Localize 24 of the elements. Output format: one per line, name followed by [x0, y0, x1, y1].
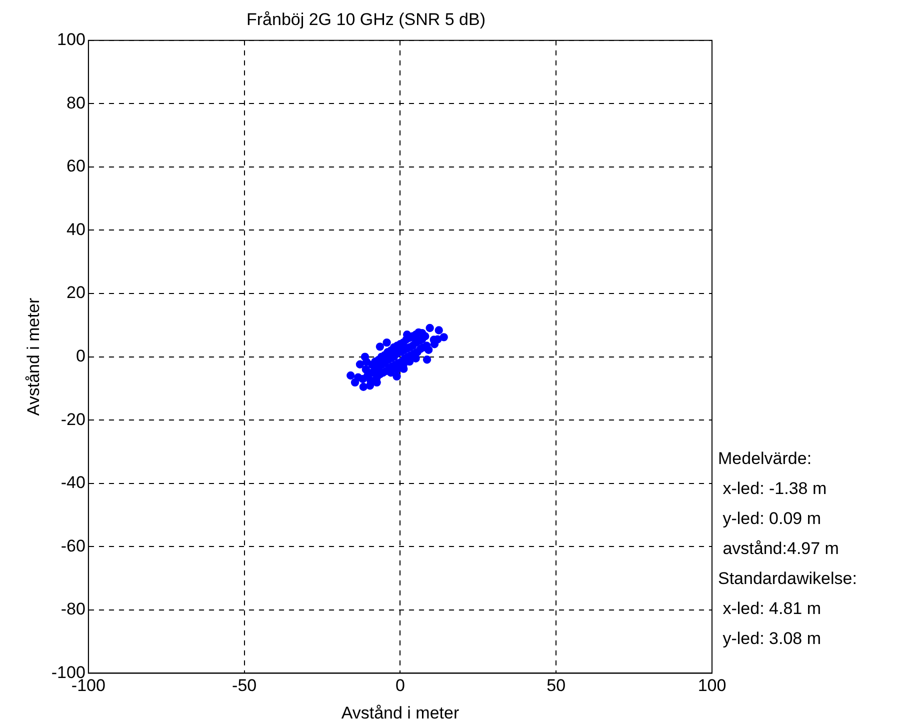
text: avstånd:4.97 m	[722, 538, 840, 560]
y-tick-label: 60	[66, 156, 86, 176]
y-tick-label: -40	[60, 473, 86, 492]
y-tick-label: 80	[66, 93, 86, 112]
y-tick-label: 100	[57, 30, 86, 50]
y-tick-label: 20	[66, 283, 86, 302]
y-tick-label: -80	[60, 600, 86, 619]
text: Medelvärde:	[718, 448, 813, 470]
x-axis-title: Avstånd i meter	[341, 703, 460, 722]
text: y-led: 3.08 m	[722, 628, 822, 650]
x-tick-label: 50	[546, 676, 566, 696]
x-tick-label: 0	[395, 676, 405, 696]
chart-title: Frånböj 2G 10 GHz (SNR 5 dB)	[246, 10, 486, 29]
y-axis-title: Avstånd i meter	[24, 298, 43, 416]
y-tick-label: -20	[60, 410, 86, 429]
y-tick-label: 0	[76, 346, 86, 366]
y-tick-label: 40	[66, 220, 86, 239]
text: x-led: 4.81 m	[722, 598, 822, 620]
x-tick-label: 100	[698, 676, 726, 696]
text: Standardawikelse:	[718, 568, 857, 590]
y-tick-label: -60	[60, 536, 86, 556]
x-tick-label: -50	[232, 676, 257, 696]
text: y-led: 0.09 m	[722, 508, 822, 530]
text: x-led: -1.38 m	[722, 478, 828, 500]
